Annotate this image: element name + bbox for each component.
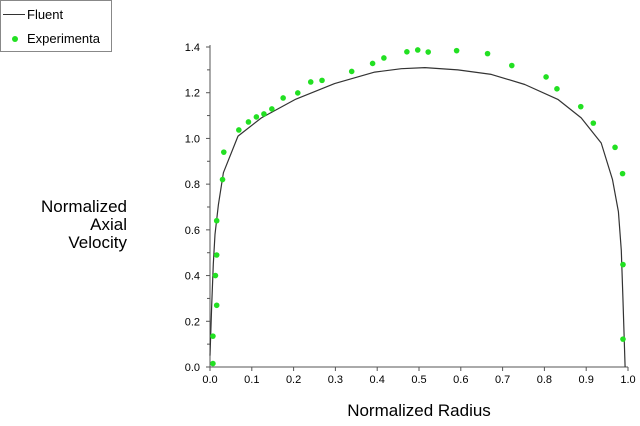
data-point-experimental [508, 62, 515, 69]
data-point-experimental [381, 55, 387, 61]
data-point-experimental [210, 360, 216, 367]
x-tick-label: 0.7 [495, 374, 510, 386]
y-tick-label: 0.6 [185, 225, 200, 237]
x-tick-label: 0.2 [286, 374, 301, 386]
data-point-experimental [590, 120, 597, 126]
data-point-experimental [453, 47, 460, 54]
y-axis-label-line: Normalized [41, 197, 127, 216]
data-point-experimental [425, 49, 431, 55]
legend-dot-swatch [12, 35, 18, 42]
x-tick-label: 0.0 [202, 374, 217, 386]
data-point-experimental [620, 261, 626, 268]
data-point-experimental [543, 74, 549, 80]
data-point-experimental [577, 103, 584, 110]
data-point-experimental [348, 68, 355, 75]
legend-line-swatch [3, 14, 25, 15]
x-tick-label: 0.5 [411, 374, 426, 386]
legend: Fluent Experimenta [0, 0, 112, 52]
legend-label: Experimenta [27, 31, 100, 46]
series-line-fluent [209, 67, 626, 368]
data-point-experimental [220, 149, 227, 155]
x-tick-label: 0.3 [328, 374, 343, 386]
y-axis-label-line: Velocity [68, 233, 127, 252]
data-point-experimental [245, 119, 252, 125]
legend-label: Fluent [27, 7, 64, 22]
data-point-experimental [369, 60, 376, 67]
x-tick-label: 0.6 [453, 374, 468, 386]
data-point-experimental [213, 302, 220, 309]
data-point-experimental [236, 127, 242, 133]
x-tick-label: 1.0 [620, 374, 635, 386]
legend-item-fluent: Fluent [3, 7, 63, 22]
data-point-experimental [612, 144, 618, 151]
y-tick-label: 0.8 [185, 179, 200, 191]
data-point-experimental [294, 90, 301, 96]
y-tick-label: 1.0 [185, 133, 200, 145]
data-point-experimental [484, 50, 491, 57]
data-point-experimental [619, 170, 626, 177]
data-point-experimental [269, 106, 275, 112]
y-tick-label: 0.4 [185, 271, 200, 283]
y-tick-label: 0.0 [185, 362, 200, 374]
data-point-experimental [404, 49, 410, 55]
legend-item-experimental: Experimenta [3, 31, 100, 46]
y-tick-label: 1.2 [185, 88, 200, 100]
data-point-experimental [280, 95, 286, 101]
data-point-experimental [261, 111, 267, 117]
data-point-experimental [554, 86, 560, 92]
data-point-experimental [219, 176, 226, 183]
data-point-experimental [319, 77, 325, 84]
y-tick-label: 1.4 [185, 42, 200, 54]
x-tick-label: 0.4 [370, 374, 385, 386]
data-point-experimental [210, 333, 216, 339]
y-axis-label-line: Axial [90, 215, 127, 234]
data-point-experimental [212, 272, 219, 279]
data-point-experimental [213, 217, 220, 224]
y-tick-label: 0.2 [185, 316, 200, 328]
x-tick-label: 0.1 [244, 374, 259, 386]
data-point-experimental [213, 252, 220, 258]
data-point-experimental [253, 114, 260, 120]
y-axis-label: Normalized Axial Velocity [41, 198, 127, 252]
x-tick-label: 0.9 [579, 374, 594, 386]
data-point-experimental [414, 47, 421, 53]
x-axis-label: Normalized Radius [347, 401, 491, 420]
data-point-experimental [620, 336, 626, 342]
data-point-experimental [307, 79, 314, 85]
x-tick-label: 0.8 [537, 374, 552, 386]
